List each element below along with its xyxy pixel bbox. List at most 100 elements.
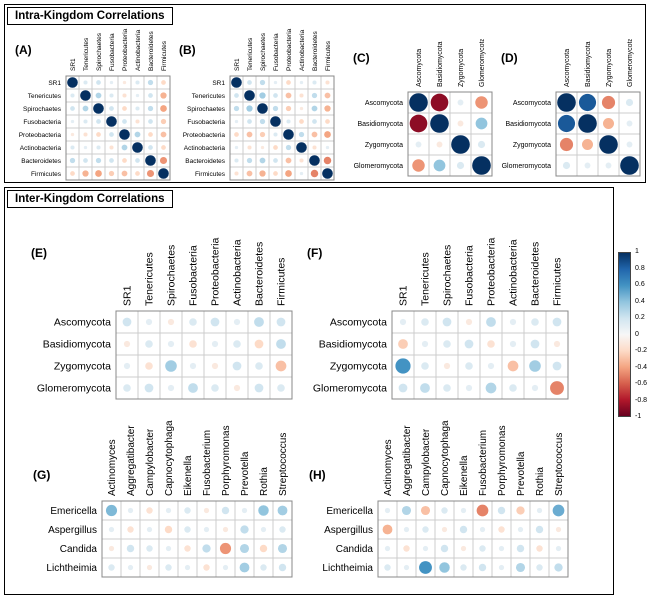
corr-circle	[603, 118, 614, 129]
corr-circle	[234, 132, 239, 137]
corr-circle	[246, 105, 253, 112]
col-label: Actinobacteria	[135, 29, 142, 71]
corr-circle	[165, 507, 172, 514]
corr-circle	[203, 507, 210, 514]
corr-circle	[536, 564, 543, 571]
panel-B: SR1 Tenericutes Spirochaetes Fusobacteria Pr…	[177, 23, 335, 181]
corr-circle	[246, 170, 253, 177]
corr-circle	[443, 340, 451, 348]
row-label: Emericella	[50, 506, 97, 517]
corr-circle	[234, 93, 239, 98]
corr-circle	[485, 382, 497, 394]
corr-circle	[497, 506, 506, 515]
corr-circle	[562, 161, 571, 170]
corr-circle	[553, 340, 561, 348]
corr-circle	[211, 362, 219, 370]
corr-circle	[96, 145, 101, 150]
grid-border	[391, 310, 569, 400]
corr-circle	[132, 142, 143, 153]
corr-circle	[457, 120, 464, 127]
corr-circle	[276, 339, 286, 349]
col-label: Zygomycota	[458, 49, 465, 87]
corr-circle	[398, 339, 408, 349]
corr-circle	[259, 170, 266, 177]
corr-circle	[325, 119, 330, 124]
grid-border	[229, 75, 335, 181]
corr-circle	[278, 563, 287, 572]
corr-circle	[158, 168, 169, 179]
corr-circle	[412, 159, 425, 172]
corr-circle	[109, 132, 114, 137]
corr-circle	[188, 383, 198, 393]
corr-circle	[221, 506, 230, 515]
corr-circle	[557, 114, 576, 133]
colorbar-tick-label: -0.4	[635, 363, 648, 371]
col-label: Bacteroidetes	[148, 31, 155, 71]
corr-circle	[421, 340, 429, 348]
corr-circle	[299, 93, 304, 98]
row-label: Tenericutes	[192, 93, 226, 100]
corr-circle	[145, 340, 153, 348]
corr-circle	[70, 93, 75, 98]
corr-circle	[231, 77, 242, 88]
corr-circle	[286, 80, 291, 85]
colorbar-gradient	[618, 252, 631, 417]
corr-circle	[599, 135, 618, 154]
corr-circle	[108, 526, 115, 533]
corr-circle	[279, 526, 286, 533]
corr-circle	[222, 526, 229, 533]
corr-circle	[486, 317, 496, 327]
grid-border	[555, 91, 641, 177]
corr-circle	[254, 383, 264, 393]
corr-circle	[273, 158, 278, 163]
corr-circle	[146, 507, 153, 514]
corr-circle	[109, 106, 114, 111]
row-label: Emericella	[326, 506, 373, 517]
corr-circle	[273, 93, 278, 98]
corr-circle	[259, 544, 268, 553]
corr-circle	[203, 564, 210, 571]
col-label: Rothia	[535, 467, 546, 496]
corr-circle	[127, 564, 134, 571]
corr-circle	[123, 340, 131, 348]
row-label: Ascomycota	[365, 100, 403, 107]
corr-circle	[498, 564, 505, 571]
col-label: Firmicutes	[325, 40, 332, 71]
row-label: Bacteroidetes	[21, 158, 61, 165]
col-label: Aggregatibacter	[126, 425, 137, 496]
corr-circle	[430, 114, 449, 133]
col-label: Campylobacter	[145, 428, 156, 496]
corr-matrix-B: SR1 Tenericutes Spirochaetes Fusobacteria Pr…	[183, 28, 335, 181]
corr-circle	[487, 362, 495, 370]
corr-circle	[105, 504, 118, 517]
corr-circle	[232, 361, 242, 371]
col-label: Aggregatibacter	[402, 425, 413, 496]
corr-circle	[259, 79, 266, 86]
col-label: Firmicutes	[276, 258, 288, 306]
corr-circle	[241, 507, 248, 514]
corr-circle	[296, 142, 307, 153]
corr-circle	[160, 118, 167, 125]
corr-circle	[135, 158, 140, 163]
col-label: Firmicutes	[161, 40, 168, 71]
corr-circle	[82, 170, 89, 177]
colorbar-tick-label: -0.2	[635, 347, 648, 354]
corr-circle	[620, 156, 639, 175]
intra-kingdom-title: Intra-Kingdom Correlations	[7, 7, 173, 25]
row-label: Zygomycota	[513, 142, 551, 149]
corr-circle	[531, 384, 539, 392]
corr-circle	[184, 507, 191, 514]
corr-circle	[395, 358, 411, 374]
col-label: Fusobacterium	[202, 430, 213, 496]
corr-circle	[258, 505, 269, 516]
corr-circle	[460, 545, 467, 552]
corr-circle	[234, 158, 239, 163]
col-label: Tenericutes	[420, 252, 432, 306]
col-label: Rothia	[259, 467, 270, 496]
row-label: Proteobacteria	[183, 132, 226, 139]
corr-circle	[299, 119, 304, 124]
col-label: Spirochaetes	[260, 32, 267, 71]
corr-circle	[259, 92, 266, 99]
row-label: Basidiomycota	[319, 339, 387, 351]
col-label: Bacteroidetes	[530, 242, 542, 306]
